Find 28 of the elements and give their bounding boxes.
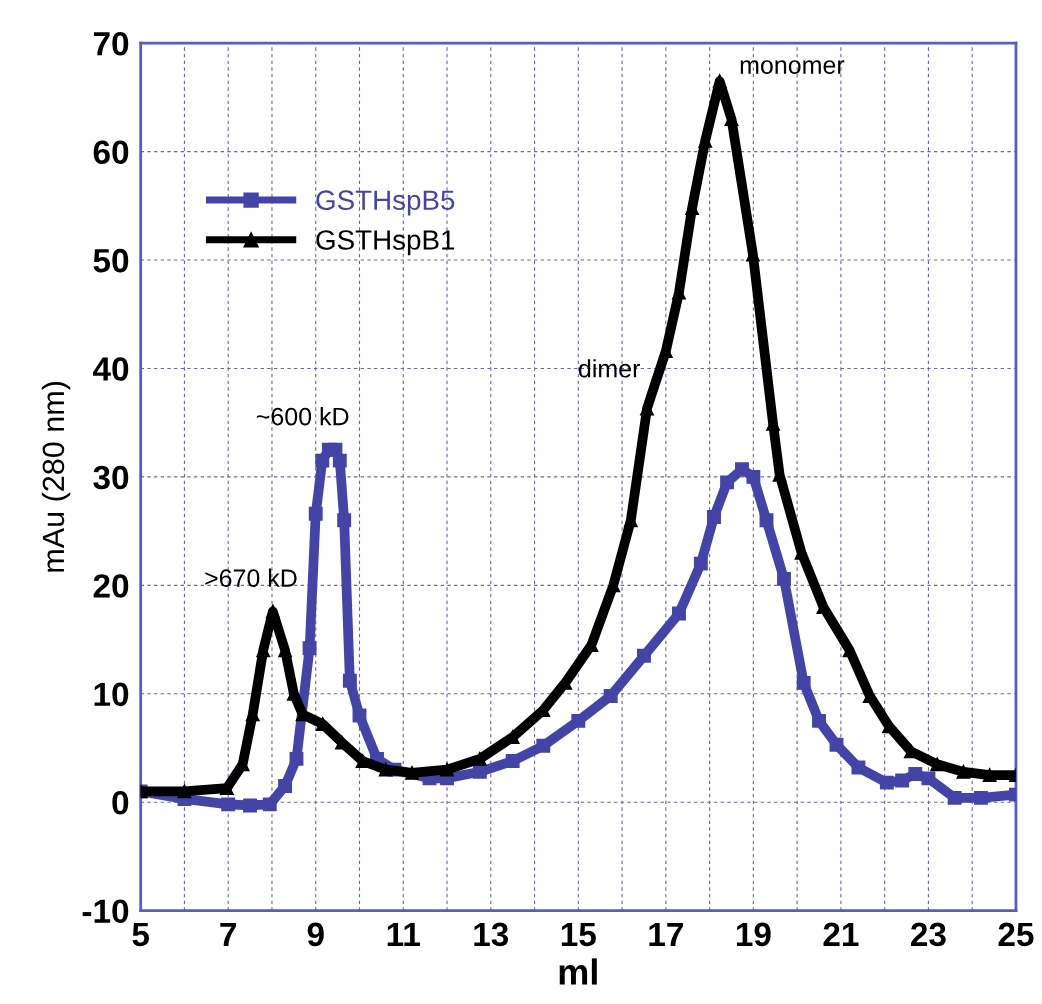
y-tick-label: 20	[93, 574, 129, 598]
x-tick-label: 11	[387, 922, 420, 946]
annotation: dimer	[578, 359, 641, 378]
y-tick-label: 60	[93, 140, 129, 165]
x-tick-label: 5	[132, 922, 150, 947]
legend-label: GSTHspB1	[316, 230, 455, 256]
y-tick-label: 30	[93, 465, 129, 490]
legend-label: GSTHspB5	[316, 190, 455, 216]
annotation: monomer	[740, 60, 845, 74]
x-tick-label: 9	[307, 922, 324, 947]
annotation: >670 kD	[205, 568, 297, 587]
x-tick-label: 25	[998, 922, 1034, 947]
y-tick-label: 10	[94, 682, 129, 707]
y-axis-title: mAu (280 nm)	[41, 382, 71, 572]
x-tick-label: 13	[474, 922, 509, 947]
x-axis-title: ml	[559, 958, 597, 985]
y-tick-label: -10	[82, 899, 129, 924]
y-tick-label: 0	[112, 791, 129, 815]
y-tick-label: 40	[92, 357, 129, 381]
x-tick-label: 19	[736, 922, 771, 947]
x-tick-label: 17	[649, 922, 683, 946]
y-tick-label: 50	[93, 248, 129, 273]
annotation: ~600 kD	[256, 407, 349, 426]
y-tick-label: 70	[93, 31, 129, 56]
x-tick-label: 21	[823, 922, 859, 946]
x-tick-label: 15	[561, 922, 596, 947]
x-tick-label: 7	[220, 922, 236, 946]
x-tick-label: 23	[911, 922, 946, 947]
